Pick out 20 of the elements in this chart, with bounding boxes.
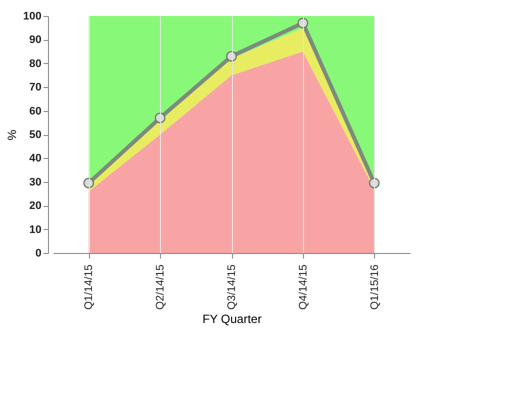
y-tick-label: 70 [29, 82, 42, 94]
y-tick-label: 10 [29, 224, 42, 236]
x-tick-label: Q4/14/15 [297, 264, 310, 310]
y-tick-label: 90 [29, 34, 42, 46]
y-tick-label: 100 [23, 10, 42, 22]
y-tick-label: 40 [29, 152, 42, 165]
y-tick-label: 50 [29, 129, 42, 141]
x-axis-title: FY Quarter [202, 312, 262, 326]
x-tick-label: Q1/15/16 [368, 264, 381, 310]
point [83, 178, 94, 188]
x-tick-label: Q2/14/15 [154, 264, 167, 310]
point [226, 50, 237, 62]
x-tick-label: Q3/14/15 [226, 264, 238, 310]
y-tick-label: 30 [29, 176, 42, 188]
x-tick-label: Q1/14/15 [83, 264, 96, 310]
y-axis-title: % [5, 129, 20, 140]
y-tick-label: 20 [29, 200, 42, 212]
y-tick-label: 60 [29, 105, 42, 118]
y-tick-label: 0 [35, 248, 42, 260]
y-tick-label: 80 [29, 58, 42, 70]
